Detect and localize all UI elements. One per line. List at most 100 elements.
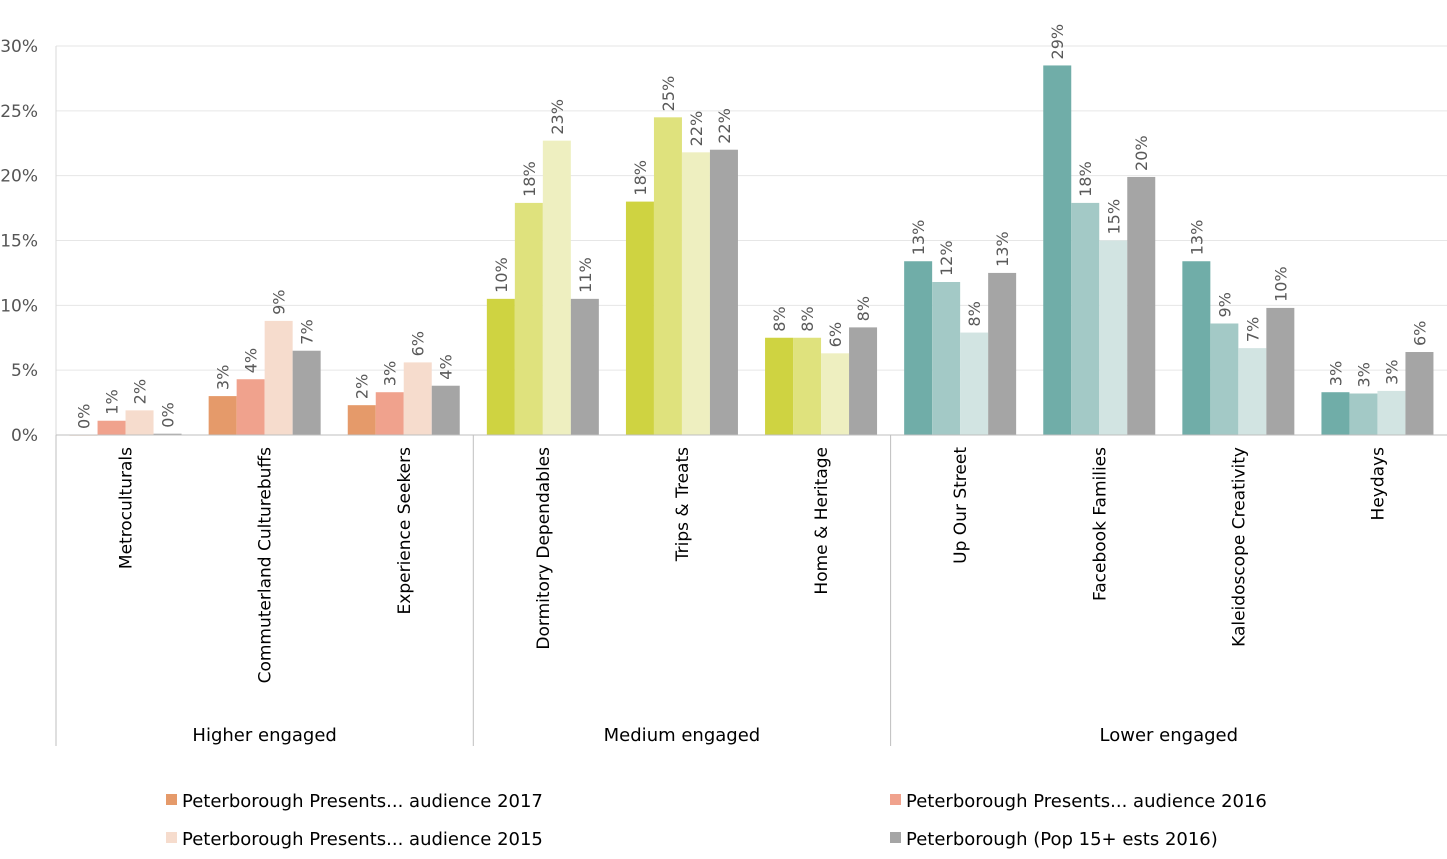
data-label: 22% [715,108,734,144]
data-label: 22% [687,111,706,147]
bar [542,140,571,435]
category-label: Experience Seekers [395,447,415,615]
category-label: Dormitory Dependables [534,447,554,650]
data-label: 2% [353,374,372,399]
bar [1377,390,1406,435]
data-label: 1% [103,389,122,414]
bar [236,379,265,435]
legend-label: Peterborough Presents... audience 2017 [182,791,543,812]
data-label: 23% [548,99,567,135]
data-label: 25% [659,76,678,112]
bar [292,350,321,435]
y-tick-label: 10% [0,296,38,316]
bar [97,420,126,435]
bar [988,272,1017,435]
bar [904,261,933,435]
bar [570,298,599,435]
bar [486,298,515,435]
data-label: 20% [1132,135,1151,171]
y-tick-label: 15% [0,232,38,252]
bar [1238,348,1267,435]
data-label: 11% [576,257,595,293]
legend-swatch [890,794,901,805]
data-label: 18% [1076,161,1095,197]
data-label: 7% [1243,317,1262,342]
data-label: 6% [409,331,428,356]
bar [1127,176,1156,436]
data-label: 0% [75,404,94,429]
legend-label: Peterborough Presents... audience 2015 [182,829,543,850]
data-label: 4% [437,354,456,379]
legend: Peterborough Presents... audience 2017 Pe… [166,791,1267,850]
bar [1266,307,1295,435]
bar [431,385,460,435]
data-label: 29% [1048,24,1067,60]
data-label: 9% [270,290,289,315]
category-label: Up Our Street [951,447,971,564]
data-label: 3% [214,365,233,390]
bar [1182,261,1211,435]
bar [681,152,710,435]
data-label: 6% [826,322,845,347]
bar [1349,393,1378,435]
data-label: 18% [631,160,650,196]
bar [709,149,738,435]
data-label: 10% [1271,266,1290,302]
bar [347,405,376,435]
data-label: 6% [1410,321,1429,346]
bar [653,117,682,436]
data-labels: 0% 1% 2% 0% 3% 4% 9% 7% 2% 3% 6% 4% 10% 18% 23% 11% 18% 2… [75,24,1430,429]
category-label: Trips & Treats [673,447,693,562]
bar [403,362,432,435]
bar [625,201,654,435]
y-tick-label: 30% [0,37,38,57]
data-label: 18% [520,161,539,197]
legend-swatch [166,794,177,805]
bars [69,65,1434,436]
data-label: 2% [131,379,150,404]
y-axis: 0% 5% 10% 15% 20% 25% 30% [0,37,57,446]
bar [1405,352,1434,435]
data-label: 3% [1382,360,1401,385]
bar [1321,392,1350,435]
bar [153,433,182,435]
category-label: Metroculturals [117,447,137,569]
data-label: 8% [965,301,984,326]
x-axis: Metroculturals Commuterland Culturebuffs E… [55,434,1447,746]
data-label: 8% [770,306,789,331]
data-label: 13% [1187,220,1206,256]
data-label: 4% [242,348,261,373]
y-tick-label: 0% [11,426,38,446]
data-label: 12% [937,240,956,276]
group-label: Medium engaged [604,725,761,746]
bar [1071,202,1100,435]
data-label: 3% [381,361,400,386]
bar [932,281,961,435]
bar [1043,65,1072,435]
data-label: 3% [1354,362,1373,387]
bar [1099,240,1128,435]
group-label: Higher engaged [192,725,336,746]
category-label: Facebook Families [1090,447,1110,601]
data-label: 13% [993,231,1012,267]
category-label: Kaleidoscope Creativity [1229,447,1249,647]
bar [765,337,794,435]
data-label: 10% [492,257,511,293]
data-label: 15% [1104,199,1123,235]
legend-swatch [166,832,177,843]
bar [208,396,237,435]
bar [793,337,822,435]
bar [849,327,878,435]
data-label: 0% [159,402,178,427]
bar [821,353,850,435]
group-label: Lower engaged [1100,725,1239,746]
y-tick-label: 25% [0,102,38,122]
category-label: Commuterland Culturebuffs [256,447,276,684]
bar [960,332,989,435]
legend-label: Peterborough Presents... audience 2016 [906,791,1267,812]
data-label: 7% [298,319,317,344]
bar [1210,323,1239,435]
legend-label: Peterborough (Pop 15+ ests 2016) [906,829,1218,850]
y-tick-label: 20% [0,167,38,187]
